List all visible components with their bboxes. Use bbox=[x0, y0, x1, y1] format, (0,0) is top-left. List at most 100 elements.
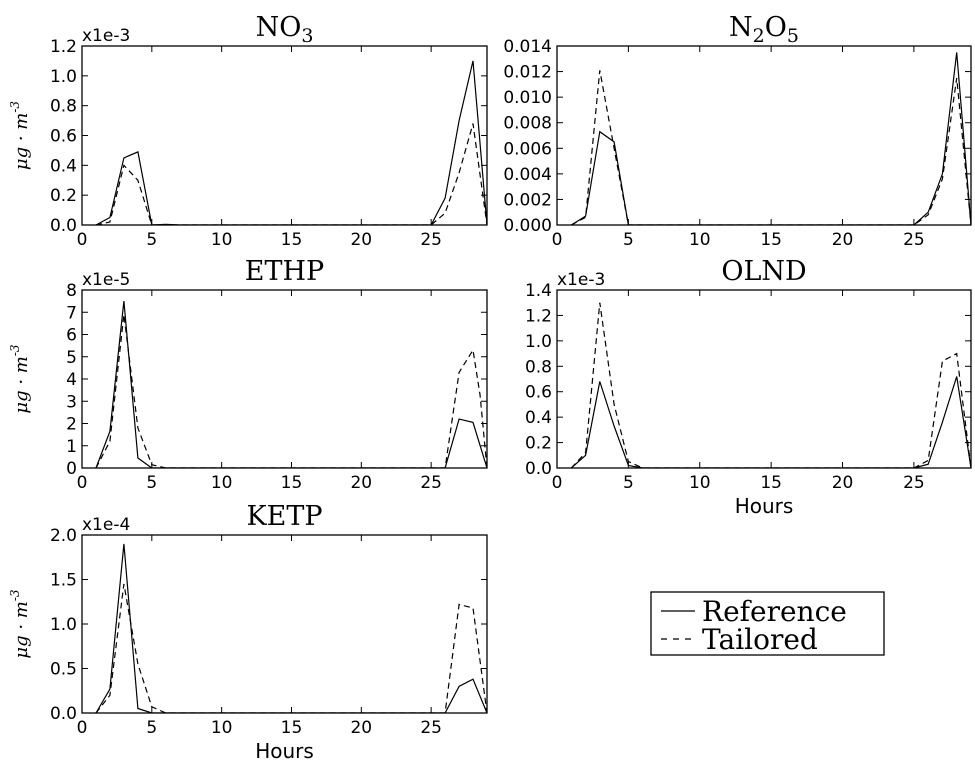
x-tick-label: 25 bbox=[903, 230, 925, 250]
y-tick-label: 0.0 bbox=[50, 704, 77, 724]
y-tick-label: 0.012 bbox=[503, 63, 552, 83]
x-tick-label: 15 bbox=[760, 230, 782, 250]
y-tick-label: 2.0 bbox=[50, 526, 77, 546]
y-tick-label: 0.0 bbox=[525, 459, 552, 479]
axes-frame bbox=[81, 289, 488, 469]
chart-panel-2: 0 5 10 15 20 25 0.000 0.002 0.004 0.006 0.008 0.010… bbox=[503, 12, 972, 250]
y-tick-label: 0.0 bbox=[50, 216, 77, 236]
x-tick-label: 10 bbox=[211, 230, 233, 250]
x-tick-label: 15 bbox=[281, 473, 303, 493]
y-tick-label: 6 bbox=[66, 326, 77, 346]
x-tick-label: 15 bbox=[760, 473, 782, 493]
x-tick-label: 20 bbox=[350, 230, 372, 250]
x-tick-label: 5 bbox=[146, 473, 157, 493]
y-tick-label: 5 bbox=[66, 348, 77, 368]
axes-frame bbox=[81, 45, 488, 226]
y-tick-label: 3 bbox=[66, 392, 77, 412]
y-tick-label: 8 bbox=[66, 281, 77, 301]
x-tick-label: 15 bbox=[281, 230, 303, 250]
y-tick-label: 0.010 bbox=[503, 88, 552, 108]
y-axis-label: μg · m-3 bbox=[8, 101, 32, 171]
y-tick-label: 7 bbox=[66, 303, 77, 323]
y-tick-label: 1 bbox=[66, 437, 77, 457]
series-line-tailored bbox=[95, 123, 487, 225]
chart-title: KETP bbox=[246, 501, 322, 532]
y-tick-label: 1.5 bbox=[50, 571, 77, 591]
chart-title: NO3 bbox=[256, 12, 314, 47]
y-tick-label: 0.014 bbox=[503, 37, 552, 57]
axes-frame bbox=[556, 45, 972, 226]
x-axis-label: Hours bbox=[255, 739, 314, 763]
y-tick-label: 0.8 bbox=[525, 357, 552, 377]
y-tick-label: 1.0 bbox=[50, 67, 77, 87]
y-tick-label: 0.4 bbox=[50, 156, 77, 176]
x-tick-label: 25 bbox=[903, 473, 925, 493]
axis-multiplier: x1e-4 bbox=[82, 515, 130, 535]
series-line-tailored bbox=[95, 583, 487, 713]
y-tick-label: 0.004 bbox=[503, 165, 552, 185]
y-axis-label: μg · m-3 bbox=[8, 344, 32, 414]
y-tick-label: 0.000 bbox=[503, 216, 552, 236]
x-tick-label: 5 bbox=[623, 230, 634, 250]
x-tick-label: 20 bbox=[832, 473, 854, 493]
x-tick-label: 5 bbox=[146, 230, 157, 250]
y-tick-label: 1.0 bbox=[525, 332, 552, 352]
series-line-reference bbox=[95, 60, 487, 225]
axes-frame bbox=[556, 289, 972, 469]
x-tick-label: 5 bbox=[146, 718, 157, 738]
chart-title: OLND bbox=[721, 256, 806, 287]
y-axis-label: μg · m-3 bbox=[8, 589, 32, 659]
y-tick-label: 0.5 bbox=[50, 660, 77, 680]
series-line-reference bbox=[95, 301, 487, 468]
axis-multiplier: x1e-5 bbox=[82, 270, 130, 290]
x-tick-label: 0 bbox=[552, 230, 563, 250]
x-tick-label: 20 bbox=[350, 718, 372, 738]
chart-title: ETHP bbox=[245, 256, 324, 287]
x-tick-label: 25 bbox=[420, 230, 442, 250]
series-line-tailored bbox=[571, 70, 971, 225]
series-line-reference bbox=[95, 543, 487, 713]
x-tick-label: 20 bbox=[832, 230, 854, 250]
x-tick-label: 0 bbox=[77, 230, 88, 250]
x-tick-label: 10 bbox=[211, 473, 233, 493]
x-tick-label: 10 bbox=[211, 718, 233, 738]
y-tick-label: 0 bbox=[66, 459, 77, 479]
y-tick-label: 1.2 bbox=[525, 306, 552, 326]
axis-multiplier: x1e-3 bbox=[557, 270, 605, 290]
x-tick-label: 20 bbox=[350, 473, 372, 493]
y-tick-label: 1.0 bbox=[50, 615, 77, 635]
y-tick-label: 0.6 bbox=[525, 383, 552, 403]
legend-label-tailored: Tailored bbox=[702, 623, 818, 656]
axes-frame bbox=[81, 534, 488, 714]
series-line-reference bbox=[570, 52, 971, 225]
y-tick-label: 1.4 bbox=[525, 281, 552, 301]
y-tick-label: 0.6 bbox=[50, 127, 77, 147]
x-tick-label: 5 bbox=[623, 473, 634, 493]
series-line-reference bbox=[570, 376, 971, 468]
y-tick-label: 0.4 bbox=[525, 408, 552, 428]
x-tick-label: 25 bbox=[420, 473, 442, 493]
x-tick-label: 10 bbox=[689, 473, 711, 493]
axis-multiplier: x1e-3 bbox=[82, 26, 130, 46]
x-axis-label: Hours bbox=[735, 494, 794, 518]
y-tick-label: 0.006 bbox=[503, 139, 552, 159]
x-tick-label: 15 bbox=[281, 718, 303, 738]
y-tick-label: 2 bbox=[66, 415, 77, 435]
y-tick-label: 0.2 bbox=[525, 434, 552, 454]
y-tick-label: 1.2 bbox=[50, 37, 77, 57]
x-tick-label: 25 bbox=[420, 718, 442, 738]
y-tick-label: 0.008 bbox=[503, 114, 552, 134]
legend-frame bbox=[650, 591, 885, 656]
x-tick-label: 0 bbox=[77, 718, 88, 738]
legend-label-reference: Reference bbox=[702, 595, 847, 628]
x-tick-label: 0 bbox=[77, 473, 88, 493]
y-tick-label: 0.002 bbox=[503, 190, 552, 210]
chart-title: N2O5 bbox=[729, 12, 799, 47]
x-tick-label: 10 bbox=[689, 230, 711, 250]
series-line-tailored bbox=[570, 302, 971, 468]
